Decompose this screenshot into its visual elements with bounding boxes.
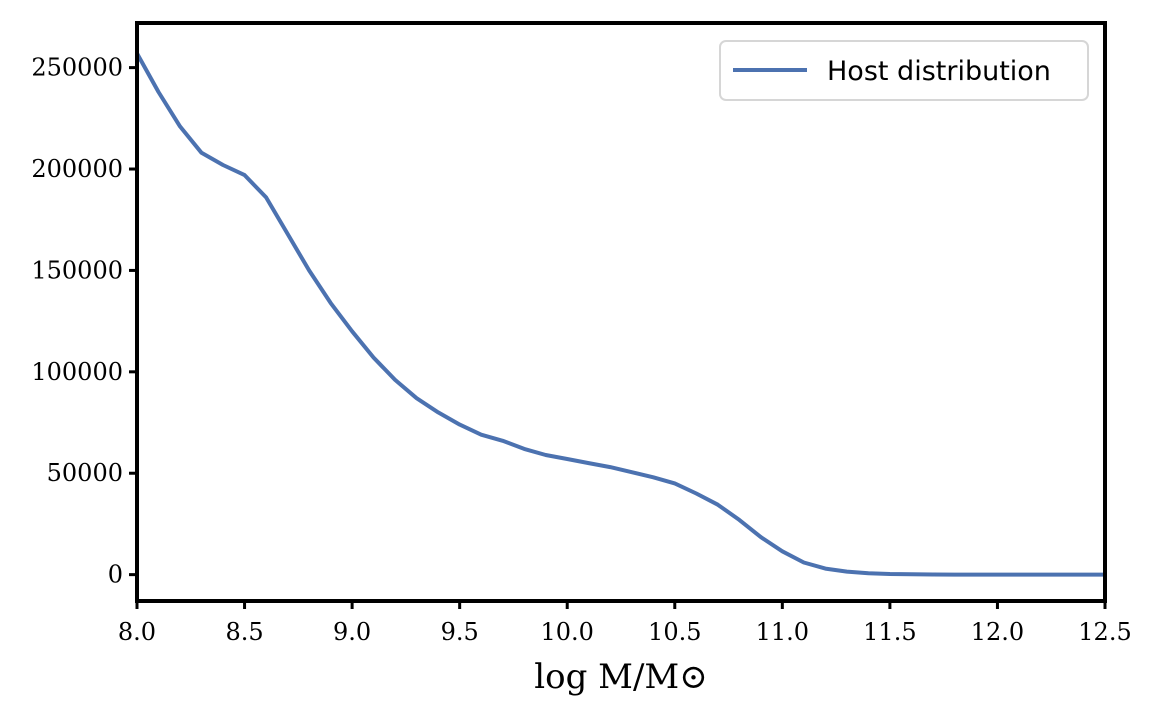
x-tick-label: 12.5	[1078, 618, 1131, 646]
legend: Host distribution	[719, 40, 1089, 101]
y-tick-label: 0	[108, 561, 123, 589]
y-tick-label: 100000	[31, 358, 123, 386]
x-tick-label: 11.5	[863, 618, 916, 646]
x-tick-label: 12.0	[971, 618, 1024, 646]
series-line-host-distribution	[135, 52, 1105, 577]
y-tick-label: 200000	[31, 155, 123, 183]
y-tick-label: 150000	[31, 256, 123, 284]
x-tick-label: 8.5	[225, 618, 263, 646]
x-tick-label: 10.5	[648, 618, 701, 646]
y-tick-label: 50000	[47, 459, 123, 487]
x-tick-label: 11.0	[756, 618, 809, 646]
x-tick-label: 8.0	[118, 618, 156, 646]
series-layer	[135, 52, 1105, 577]
x-tick-label: 9.5	[441, 618, 479, 646]
x-tick-label: 9.0	[333, 618, 371, 646]
plot-frame	[135, 21, 1107, 603]
y-tick-label: 250000	[31, 54, 123, 82]
legend-box	[719, 40, 1089, 101]
legend-label-host-distribution: Host distribution	[827, 56, 1051, 87]
x-axis-ticks: 8.0 8.5 9.0 9.5 10.0 10.5 11.0 11.5 12.0 12.5	[118, 601, 1132, 646]
x-tick-label: 10.0	[541, 618, 594, 646]
x-axis-label: log M/M⊙	[534, 657, 708, 697]
y-axis-ticks: 0 50000 100000 150000 200000 250000	[31, 54, 137, 589]
